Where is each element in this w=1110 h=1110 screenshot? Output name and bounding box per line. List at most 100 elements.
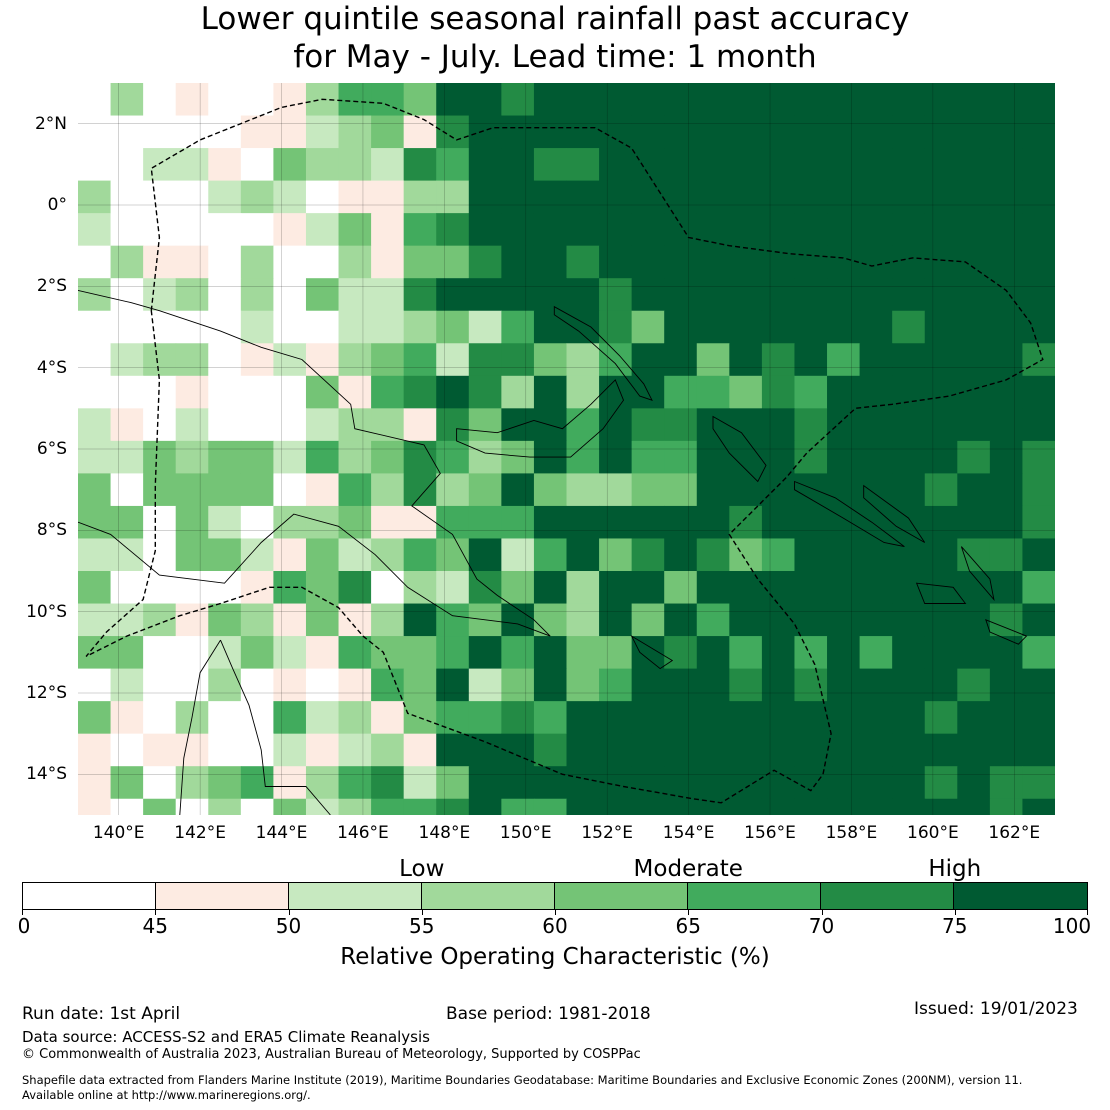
grid-cell bbox=[696, 310, 730, 344]
colorbar-tick bbox=[954, 910, 956, 915]
grid-cell bbox=[240, 505, 274, 539]
grid-cell bbox=[371, 603, 405, 637]
grid-cell bbox=[175, 343, 209, 377]
grid-cell bbox=[957, 636, 991, 670]
grid-cell bbox=[240, 668, 274, 702]
grid-cell bbox=[240, 343, 274, 377]
grid-cell bbox=[729, 668, 763, 702]
grid-cell bbox=[664, 83, 698, 117]
grid-cell bbox=[566, 83, 600, 117]
grid-cell bbox=[78, 668, 112, 702]
grid-cell bbox=[305, 668, 340, 702]
grid-cell bbox=[664, 571, 698, 605]
grid-cell bbox=[794, 603, 828, 637]
category-label-moderate: Moderate bbox=[633, 856, 743, 882]
grid-cell bbox=[208, 505, 242, 539]
grid-cell bbox=[729, 571, 763, 605]
grid-cell bbox=[761, 278, 795, 312]
grid-cell bbox=[273, 701, 307, 735]
grid-cell bbox=[631, 603, 665, 637]
grid-cell bbox=[273, 245, 307, 279]
grid-cell bbox=[533, 375, 567, 409]
grid-cell bbox=[957, 408, 991, 442]
grid-cell bbox=[533, 636, 567, 670]
grid-cell bbox=[957, 278, 991, 312]
grid-cell bbox=[761, 538, 795, 572]
grid-cell bbox=[664, 636, 698, 670]
grid-cell bbox=[110, 636, 144, 670]
grid-cell bbox=[859, 245, 893, 279]
grid-cell bbox=[110, 148, 144, 182]
grid-cell bbox=[566, 115, 600, 149]
grid-cell bbox=[78, 278, 112, 312]
grid-cell bbox=[468, 343, 502, 377]
grid-cell bbox=[371, 505, 405, 539]
grid-cell bbox=[989, 701, 1023, 735]
grid-cell bbox=[794, 343, 828, 377]
grid-cell bbox=[1022, 603, 1055, 637]
grid-cell bbox=[208, 343, 242, 377]
grid-cell bbox=[696, 180, 730, 214]
grid-cell bbox=[599, 440, 633, 474]
grid-cell bbox=[794, 571, 828, 605]
grid-cell bbox=[827, 83, 861, 117]
grid-cell bbox=[78, 798, 112, 815]
grid-cell bbox=[859, 766, 893, 800]
coastline-makira bbox=[985, 619, 1028, 645]
grid-cell bbox=[892, 505, 926, 539]
grid-cell bbox=[729, 83, 763, 117]
grid-cell bbox=[143, 375, 177, 409]
grid-cell bbox=[859, 603, 893, 637]
lat-tick-label: 10°S bbox=[26, 601, 67, 622]
grid-cell bbox=[78, 375, 112, 409]
colorbar-tick bbox=[1087, 910, 1088, 915]
grid-cell bbox=[110, 245, 144, 279]
grid-cell bbox=[696, 636, 730, 670]
grid-cell bbox=[827, 668, 861, 702]
grid-cell bbox=[143, 538, 177, 572]
grid-cell bbox=[599, 310, 633, 344]
grid-cell bbox=[338, 701, 372, 735]
grid-cell bbox=[240, 115, 274, 149]
grid-cell bbox=[468, 180, 502, 214]
graticule bbox=[78, 83, 1055, 815]
colorbar-tick bbox=[155, 910, 157, 915]
grid-cell bbox=[110, 278, 144, 312]
grid-cell bbox=[989, 245, 1023, 279]
grid-cell bbox=[859, 701, 893, 735]
grid-cell bbox=[729, 798, 763, 815]
grid-cell bbox=[761, 473, 795, 507]
grid-cell bbox=[761, 343, 795, 377]
grid-cell bbox=[761, 408, 795, 442]
grid-cell bbox=[403, 115, 437, 149]
grid-cell bbox=[631, 180, 665, 214]
grid-cell bbox=[468, 538, 502, 572]
grid-cell bbox=[957, 766, 991, 800]
grid-cell bbox=[436, 505, 470, 539]
grid-cell bbox=[664, 343, 698, 377]
grid-cell bbox=[208, 538, 242, 572]
grid-cell bbox=[240, 538, 274, 572]
grid-cell bbox=[696, 733, 730, 767]
grid-cell bbox=[827, 180, 861, 214]
coastline-santa-isabel bbox=[794, 480, 905, 548]
grid-cell bbox=[1022, 245, 1055, 279]
grid-cell bbox=[110, 473, 144, 507]
grid-cell bbox=[110, 538, 144, 572]
grid-cell bbox=[794, 473, 828, 507]
grid-cell bbox=[468, 766, 502, 800]
grid-cell bbox=[436, 375, 470, 409]
grid-cell bbox=[208, 798, 242, 815]
grid-cell bbox=[273, 115, 307, 149]
grid-cell bbox=[631, 148, 665, 182]
grid-cell bbox=[143, 408, 177, 442]
grid-cell bbox=[631, 213, 665, 247]
grid-cell bbox=[892, 473, 926, 507]
grid-cell bbox=[631, 310, 665, 344]
grid-cell bbox=[338, 278, 372, 312]
grid-cell bbox=[240, 375, 274, 409]
category-label-high: High bbox=[928, 856, 982, 882]
grid-cell bbox=[338, 603, 372, 637]
colorbar-tick-label: 100 bbox=[1052, 914, 1092, 938]
grid-cell bbox=[1022, 213, 1055, 247]
